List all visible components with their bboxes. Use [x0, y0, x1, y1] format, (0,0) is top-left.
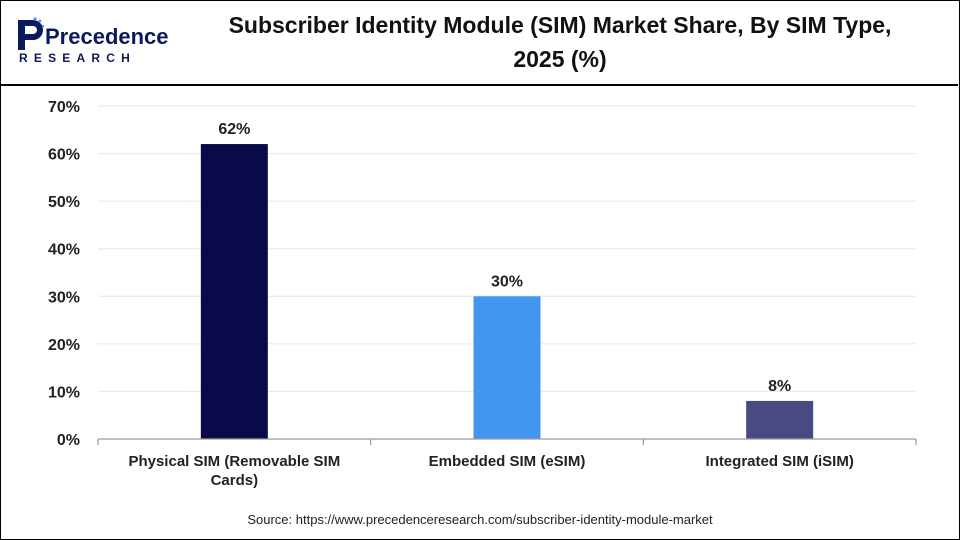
data-labels: 62% 30% 8%: [218, 121, 791, 395]
x-tick-label: Embedded SIM (eSIM): [429, 453, 586, 470]
data-label: 30%: [491, 273, 523, 290]
bar: [200, 144, 268, 440]
logo-graphic: Precedence RESEARCH: [18, 17, 169, 65]
y-tick-label: 60%: [48, 147, 80, 164]
header-divider: [1, 84, 958, 86]
precedence-research-logo: Precedence RESEARCH: [14, 14, 174, 70]
logo-p-mark: [18, 17, 45, 50]
x-tick-label: Integrated SIM (iSIM): [705, 453, 853, 470]
logo-main-text: Precedence: [45, 24, 169, 49]
x-tick-label: Cards): [211, 472, 259, 489]
logo-sub-text: RESEARCH: [19, 51, 136, 65]
y-axis-ticks: 0% 10% 20% 30% 40% 50% 60% 70%: [48, 99, 80, 449]
x-tick-label: Physical SIM (Removable SIM: [128, 453, 340, 470]
y-tick-label: 0%: [57, 432, 80, 449]
chart-title: Subscriber Identity Module (SIM) Market …: [228, 12, 892, 72]
bar: [746, 400, 814, 439]
y-tick-label: 10%: [48, 384, 80, 401]
data-label: 62%: [218, 121, 250, 138]
y-tick-label: 30%: [48, 289, 80, 306]
y-tick-label: 40%: [48, 242, 80, 259]
y-tick-label: 70%: [48, 99, 80, 116]
x-axis: Physical SIM (Removable SIM Cards) Embedde…: [97, 438, 917, 489]
bar: [473, 296, 541, 439]
data-label: 8%: [768, 378, 791, 395]
bars: [200, 144, 814, 440]
source-note: Source: https://www.precedenceresearch.c…: [247, 512, 713, 527]
y-tick-label: 20%: [48, 337, 80, 354]
y-tick-label: 50%: [48, 194, 80, 211]
